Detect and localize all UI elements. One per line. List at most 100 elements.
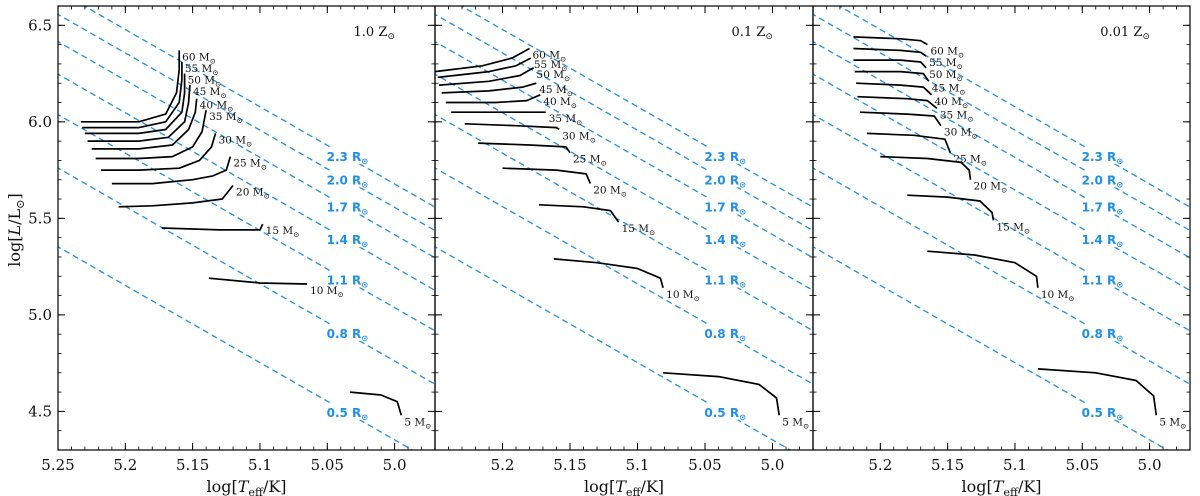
radius-label: 1.1 R⊙ [704,274,746,290]
radius-label-bg [703,271,748,288]
track-5M [350,391,403,416]
track-15M [907,194,995,221]
track-10M [927,250,1039,288]
radius-label-bg [1080,198,1125,215]
radius-label: 1.4 R⊙ [704,233,746,249]
mass-label: 35 M⊙ [209,111,243,125]
mass-label: 50 M⊙ [537,69,571,83]
track-55M [437,57,532,79]
x-tick-label: 5.2 [868,456,892,474]
radius-line-1.7 [58,40,435,259]
track-50M [439,67,535,86]
track-15M [538,203,620,223]
mass-label: 20 M⊙ [236,187,270,201]
tracks [435,47,781,416]
x-tick-label: 5.0 [383,456,407,474]
tracks [853,36,1158,416]
y-tick-label: 6.5 [28,16,52,34]
panel-frame [57,5,436,451]
track-30M [464,122,560,131]
track-5M [663,371,781,416]
mass-label: 5 M⊙ [404,416,431,430]
x-tick-label: 5.05 [311,456,344,474]
radius-label-bg [325,231,370,248]
track-45M [854,70,930,82]
mass-label: 20 M⊙ [974,181,1008,195]
y-axis-label: log[L/L⊙] [5,193,27,267]
radius-line-0.5 [58,246,414,450]
radius-label-bg [703,231,748,248]
x-tick-label: 5.1 [626,456,650,474]
radius-label: 2.3 R⊙ [704,150,746,166]
track-25M [111,156,232,185]
radius-label: 2.0 R⊙ [1082,173,1124,189]
radius-label-bg [703,147,748,164]
x-tick-label: 5.1 [1003,456,1027,474]
radius-label: 1.4 R⊙ [327,233,369,249]
track-50M [84,73,186,135]
radius-label: 0.8 R⊙ [704,327,746,343]
track-20M [880,155,972,180]
radius-label: 1.7 R⊙ [704,201,746,217]
track-45M [87,85,191,142]
x-tick-label: 5.0 [761,456,785,474]
radius-label-bg [325,171,370,188]
panel-1: 0.5 R⊙ 0.8 R⊙ 1.1 R⊙ 1.4 R⊙ 1.7 R⊙ 2.0 R⊙ 2.3 … [28,5,436,496]
metallicity-label: 1.0 Z⊙ [354,25,395,42]
track-40M [856,82,933,96]
track-60M [435,47,530,73]
radius-label: 2.0 R⊙ [327,173,369,189]
radius-lines [58,6,435,450]
mass-label: 45 M⊙ [932,82,966,96]
mass-label: 10 M⊙ [310,285,344,299]
x-axis-label: log[Teff/K] [584,477,664,496]
radius-label: 0.8 R⊙ [1082,327,1124,343]
x-tick-label: 5.2 [113,456,137,474]
track-25M [478,142,571,154]
radius-label: 0.5 R⊙ [327,406,369,422]
radius-label-bg [325,147,370,164]
mass-label: 60 M⊙ [182,51,216,65]
track-5M [1037,368,1158,416]
mass-label: 10 M⊙ [666,289,700,303]
mass-label: 15 M⊙ [266,225,300,239]
radius-label-bg [1080,231,1125,248]
track-55M [82,62,183,129]
track-35M [95,110,207,160]
radius-label: 1.7 R⊙ [327,201,369,217]
mass-label: 55 M⊙ [929,57,963,71]
metallicity-label: 0.1 Z⊙ [732,25,773,42]
mass-label: 50 M⊙ [188,75,222,89]
tracks [80,50,403,416]
radius-label: 1.7 R⊙ [1082,201,1124,217]
radius-label-bg [1080,325,1125,342]
radius-label-bg [703,171,748,188]
radius-label-bg [325,325,370,342]
metallicity-label: 0.01 Z⊙ [1100,25,1150,42]
track-40M [91,98,198,150]
radius-label: 1.1 R⊙ [1082,274,1124,290]
x-tick-label: 5.15 [931,456,964,474]
panel-2: 0.5 R⊙ 0.8 R⊙ 1.1 R⊙ 1.4 R⊙ 1.7 R⊙ 2.0 R⊙ 2.3 … [434,5,814,496]
radius-label: 0.5 R⊙ [1082,406,1124,422]
mass-label: 40 M⊙ [543,96,577,110]
track-20M [502,167,592,184]
mass-label: 40 M⊙ [200,100,234,114]
track-60M [853,36,928,46]
radius-line-1.4 [58,73,435,292]
radius-label: 1.1 R⊙ [327,274,369,290]
x-tick-label: 5.1 [248,456,272,474]
radius-label: 1.4 R⊙ [1082,233,1124,249]
track-50M [853,59,927,69]
radius-label-bg [703,198,748,215]
mass-label: 55 M⊙ [534,59,568,73]
mass-label: 30 M⊙ [562,131,596,145]
mass-label: 5 M⊙ [1159,416,1186,430]
mass-label: 25 M⊙ [953,154,987,168]
x-tick-label: 5.0 [1138,456,1162,474]
x-tick-label: 5.25 [41,456,74,474]
mass-label: 60 M⊙ [930,46,964,60]
mass-label: 25 M⊙ [233,158,267,172]
mass-label: 10 M⊙ [1041,289,1075,303]
